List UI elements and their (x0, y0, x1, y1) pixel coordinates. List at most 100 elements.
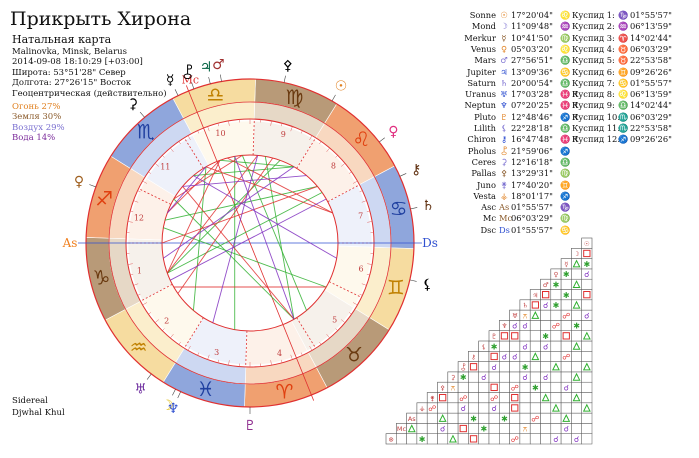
trine-aspect-icon (531, 352, 540, 361)
zodiac-glyph-icon: ♈ (276, 380, 294, 404)
trine-aspect-icon (572, 280, 581, 288)
conjunction-aspect-icon: ☌ (440, 425, 445, 434)
degree-tick (335, 328, 338, 331)
degree-tick (137, 190, 141, 193)
planet-name: Jupiter (467, 66, 496, 77)
grid-cell (437, 402, 449, 414)
grid-planet-glyph: ⚴ (440, 384, 445, 392)
planet-glyph-icon: ⚳ (128, 97, 138, 113)
degree-tick (187, 135, 191, 141)
planet-glyph-icon: ♀ (74, 174, 84, 190)
degree-tick (281, 359, 283, 363)
zodiac-sign-icon: ♏ (618, 123, 629, 133)
planet-marker-line (191, 82, 195, 89)
grid-cell (550, 309, 562, 321)
planet-position: 12°48'46" (511, 111, 553, 122)
trine-aspect-icon (572, 341, 581, 350)
asc-label: As (62, 236, 78, 250)
grid-cell (529, 320, 541, 331)
grid-cell (529, 423, 541, 434)
grid-cell (488, 433, 500, 445)
planet-glyph-icon: ♄ (422, 198, 435, 214)
degree-tick (367, 221, 373, 223)
cusp-name: Куспид 4: (572, 43, 615, 54)
trine-aspect-icon (541, 393, 550, 402)
trine-aspect-icon (531, 310, 540, 319)
zodiac-sign-icon: ♐ (560, 111, 571, 122)
planet-marker-line (409, 279, 417, 282)
sextile-aspect-icon: ✱ (573, 322, 580, 331)
zodiac-glyph-icon: ♐ (95, 187, 113, 211)
zodiac-sign-icon: ♊ (560, 179, 571, 190)
grid-cell (499, 381, 510, 393)
planet-name: Neptun (464, 100, 496, 111)
grid-planet-glyph: ☽ (574, 250, 580, 258)
zodiac-sign-icon: ♎ (560, 55, 571, 66)
grid-planet-glyph: Mc (397, 425, 407, 433)
trine-aspect-icon (448, 434, 457, 443)
aspect-line (163, 227, 327, 288)
planet-name: Uranus (465, 89, 496, 100)
conjunction-aspect-icon: ☌ (522, 342, 527, 351)
grid-cell (426, 433, 438, 445)
degree-tick (133, 200, 139, 203)
aspect-line (227, 157, 333, 214)
conjunction-aspect-icon: ☌ (491, 363, 496, 372)
planet-name: Sonne (469, 10, 496, 20)
conjunction-aspect-icon: ☌ (522, 322, 527, 331)
square-aspect-icon (562, 332, 570, 340)
cusp-name: Куспид 11: (572, 123, 621, 133)
planet-position: 18°01'17" (511, 190, 553, 201)
planet-marker-line (410, 207, 418, 210)
degree-tick (142, 302, 148, 306)
degree-tick (228, 120, 230, 126)
planet-name: Vesta (473, 190, 496, 201)
sextile-aspect-icon: ✱ (491, 342, 498, 351)
grid-cell (426, 423, 438, 434)
zodiac-sign-icon: ♐ (560, 145, 571, 156)
zodiac-type: Sidereal (12, 396, 48, 406)
grid-cell (519, 412, 531, 424)
grid-cell (560, 361, 572, 373)
grid-planet-glyph: ⚸ (481, 343, 486, 351)
planet-glyph-icon: ⚸ (500, 123, 508, 133)
conjunction-aspect-icon: ☌ (512, 322, 517, 331)
degree-tick (228, 360, 230, 366)
degree-tick (270, 360, 272, 366)
house-number: 2 (164, 317, 169, 326)
grid-planet-glyph: ♄ (522, 302, 528, 310)
degree-tick (348, 171, 352, 174)
degree-tick (319, 341, 322, 345)
square-aspect-icon (459, 424, 467, 433)
grid-cell (468, 371, 479, 383)
planet-glyph-icon: ☿ (501, 32, 507, 43)
degree-tick (335, 155, 338, 158)
planet-glyph-icon: ⚷ (500, 134, 508, 145)
degree-tick (359, 190, 363, 193)
grid-cell (529, 340, 541, 352)
planet-glyph-icon: ☉ (335, 78, 348, 94)
planet-glyph-icon: ☿ (166, 72, 175, 88)
trine-aspect-icon (582, 331, 591, 340)
conjunction-aspect-icon: ☌ (584, 311, 589, 320)
planet-marker-line (89, 184, 96, 188)
grid-cell (571, 289, 582, 301)
trine-aspect-icon (572, 259, 581, 268)
planet-position: 16°47'48" (511, 134, 553, 145)
zodiac-sign-icon: ♎ (618, 100, 629, 111)
grid-cell (426, 412, 438, 424)
grid-cell (468, 381, 479, 393)
aspect-line (234, 156, 295, 320)
grid-cell (529, 361, 541, 373)
grid-cell (396, 433, 407, 445)
grid-cell (571, 268, 582, 280)
retrograde-marker: R (572, 89, 579, 100)
degree-tick (352, 180, 358, 184)
zodiac-glyph-icon: ♎ (207, 82, 225, 106)
aspect-line (170, 198, 327, 281)
sextile-aspect-icon: ✱ (501, 414, 508, 423)
degree-tick (352, 302, 358, 306)
cusp-position: 01°55'57" (630, 77, 672, 88)
house-number: 3 (214, 348, 219, 357)
planet-glyph-icon: As (499, 202, 510, 213)
